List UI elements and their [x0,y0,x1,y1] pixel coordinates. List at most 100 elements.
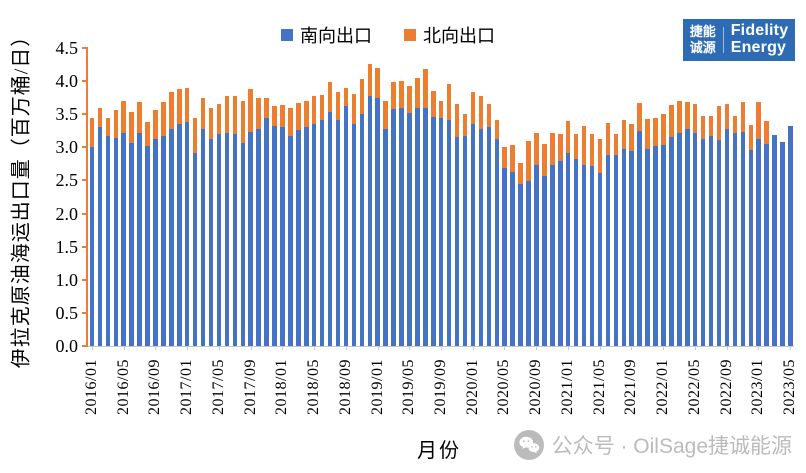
south-segment [669,136,674,346]
north-segment [343,87,349,106]
south-segment [89,147,95,346]
south-segment [708,136,714,346]
stacked-bar-2021/01 [565,120,571,346]
stacked-bar-2019/03 [391,82,396,346]
north-segment [311,95,317,124]
stacked-bar-2022/03 [677,100,682,346]
south-segment [415,107,420,346]
stacked-bar-2021/03 [581,126,587,346]
bar-slot-2022/04 [683,48,691,346]
bar-slot-2017/04 [207,48,215,346]
south-segment [518,184,523,346]
bar-slot-2021/09 [628,48,636,346]
legend-item-south: 南向出口 [281,22,372,48]
bar-slot-2016/11 [167,48,175,346]
stacked-bar-2020/11 [550,132,555,346]
bar-slot-2016/01 [88,48,96,346]
bar-slot-2018/12 [366,48,374,346]
north-segment [161,102,166,137]
north-segment [256,98,261,130]
north-segment [391,82,396,109]
bar-slot-2021/07 [612,48,620,346]
bar-slot-2021/12 [652,48,660,346]
north-segment [565,120,571,153]
stacked-bar-2016/01 [89,117,95,346]
stacked-bar-2016/04 [113,109,119,346]
bar-slot-2017/12 [271,48,279,346]
bar-slot-2018/09 [342,48,350,346]
north-segment [716,106,722,141]
north-segment [97,107,103,128]
bar-slot-2022/03 [675,48,683,346]
north-series-swatch [404,29,416,41]
stacked-bar-2018/12 [367,63,373,346]
x-tick-2020/05 [504,346,506,350]
stacked-bar-2018/10 [351,93,357,346]
north-segment [272,106,277,127]
south-segment [192,152,198,346]
south-segment [335,119,341,346]
stacked-bar-2019/01 [375,67,380,346]
north-segment [296,102,301,131]
stacked-bar-2022/10 [732,116,738,346]
bar-slot-2016/10 [159,48,167,346]
bar-slot-2020/10 [540,48,548,346]
bar-slot-2017/11 [263,48,271,346]
x-tick-label-2019/09: 2019/09 [432,359,449,415]
bar-slot-2021/10 [636,48,644,346]
south-segment [454,136,460,346]
y-tick-label-4.5: 4.5 [55,38,79,58]
stacked-bar-2017/10 [256,98,261,346]
y-tick-2.0 [82,212,88,215]
bar-slot-2017/01 [183,48,191,346]
x-axis-title: 月份 [417,440,461,462]
stacked-bar-2018/01 [280,104,285,346]
bar-slot-2016/08 [144,48,152,346]
north-segment [224,96,230,133]
stacked-bar-2022/04 [685,102,690,346]
north-segment [605,122,611,155]
bar-slot-2019/09 [437,48,445,346]
south-segment [280,126,285,346]
south-segment [486,126,492,346]
bar-slot-2021/05 [596,48,604,346]
stacked-bar-2021/06 [605,122,611,346]
bar-slot-2017/06 [223,48,231,346]
south-segment [240,142,246,346]
south-segment [177,124,182,346]
south-segment [319,120,325,346]
south-segment [113,138,119,346]
x-tick-2022/05 [694,346,696,350]
y-tick-0.5 [82,311,88,314]
stacked-bar-2020/05 [502,147,507,346]
north-segment [573,134,579,160]
stacked-bar-2016/06 [129,111,134,346]
y-tick-label-2.0: 2.0 [55,203,79,224]
x-tick-2019/05 [409,346,411,350]
south-segment [692,132,698,346]
south-segment [224,132,230,346]
bar-slot-2017/08 [239,48,247,346]
bar-slot-2020/07 [517,48,525,346]
north-segment [169,92,174,129]
south-segment [351,124,357,346]
stacked-bar-2023/05 [788,126,793,346]
bar-slot-2022/06 [699,48,707,346]
bar-slot-2018/08 [334,48,342,346]
y-tick-0.0 [82,345,88,347]
north-segment [685,102,690,130]
y-tick-3.5 [82,113,88,116]
y-tick-label-2.5: 2.5 [55,170,79,191]
bar-slot-2018/03 [294,48,302,346]
north-segment [494,119,500,140]
x-tick-2017/05 [218,346,220,350]
stacked-bar-2018/09 [343,87,349,346]
bar-slot-2016/02 [96,48,104,346]
x-tick-2016/01 [91,346,93,350]
x-tick-2019/01 [377,346,379,350]
south-segment [375,97,380,346]
y-tick-4.5 [82,47,88,49]
south-segment [565,152,571,346]
north-segment [478,95,484,130]
bar-slot-2019/12 [461,48,469,346]
